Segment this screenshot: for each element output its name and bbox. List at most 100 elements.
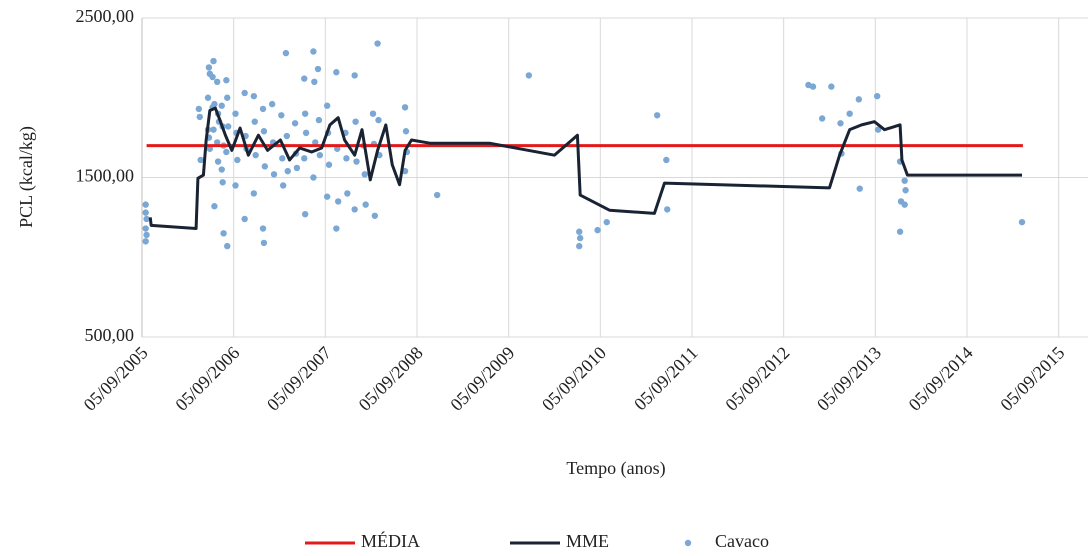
point: [219, 179, 226, 186]
point: [293, 164, 301, 172]
point: [351, 206, 358, 213]
point: [901, 177, 908, 184]
point: [278, 112, 285, 119]
point: [301, 155, 308, 162]
y-tick-label: 500,00: [85, 325, 135, 345]
legend-label: Cavaco: [715, 531, 769, 551]
point: [874, 126, 882, 133]
point: [334, 198, 342, 205]
point: [213, 78, 221, 86]
point: [809, 83, 817, 90]
point: [232, 110, 239, 117]
y-tick-label: 2500,00: [76, 6, 135, 26]
point: [856, 185, 863, 192]
point: [142, 201, 149, 208]
point: [142, 225, 149, 232]
point: [214, 158, 222, 165]
point: [210, 126, 217, 133]
point: [343, 155, 350, 162]
point: [241, 215, 248, 223]
point: [663, 156, 670, 164]
point: [344, 190, 351, 197]
legend-label: MÉDIA: [361, 530, 420, 551]
point: [310, 48, 317, 55]
y-tick-label: 1500,00: [76, 166, 135, 186]
point: [206, 145, 214, 152]
point: [818, 115, 826, 122]
y-axis-title: PCL (kcal/kg): [16, 126, 37, 228]
point: [259, 225, 267, 232]
point: [301, 210, 309, 218]
point: [855, 96, 863, 103]
point: [223, 77, 230, 84]
point: [310, 174, 317, 181]
point: [213, 139, 221, 146]
point: [594, 226, 601, 234]
point: [252, 151, 259, 159]
legend-label: MME: [566, 531, 609, 551]
point: [333, 69, 340, 76]
x-tick-label: 05/09/2015: [996, 343, 1068, 415]
point: [241, 89, 248, 97]
x-tick-label: 05/09/2006: [171, 343, 243, 415]
point: [352, 118, 359, 125]
point: [142, 209, 149, 216]
point: [143, 215, 150, 223]
point: [653, 112, 661, 119]
point: [361, 171, 368, 178]
point: [901, 201, 908, 208]
point: [846, 110, 853, 117]
x-tick-label: 05/09/2012: [721, 343, 793, 415]
point: [353, 158, 360, 165]
point: [284, 167, 291, 175]
point: [362, 201, 369, 208]
point: [312, 139, 319, 146]
point: [260, 128, 268, 135]
point: [261, 163, 269, 170]
point: [301, 110, 309, 117]
point: [351, 72, 358, 79]
point: [316, 151, 324, 159]
point: [371, 212, 379, 219]
point: [837, 120, 844, 127]
point: [282, 49, 290, 57]
point: [218, 166, 225, 173]
point: [902, 187, 909, 194]
point: [314, 65, 322, 73]
point: [375, 116, 382, 124]
grid: 500,00 1500,00 2500,00 05/09/2005 05/09/2006…: [76, 6, 1088, 415]
point: [402, 128, 410, 135]
point: [142, 238, 149, 245]
point: [603, 218, 610, 226]
point: [576, 228, 583, 235]
point: [401, 104, 409, 111]
point: [279, 155, 286, 162]
x-tick-label: 05/09/2008: [355, 343, 427, 415]
x-tick-label: 05/09/2011: [630, 343, 702, 415]
point: [525, 72, 533, 79]
point: [896, 228, 904, 235]
point: [315, 116, 323, 124]
legend: MÉDIA MME Cavaco: [305, 530, 769, 551]
point: [232, 182, 239, 189]
point: [195, 105, 203, 113]
point: [251, 118, 258, 125]
point: [333, 225, 340, 232]
point: [223, 148, 230, 156]
point: [270, 171, 278, 178]
point: [204, 94, 212, 101]
point: [325, 161, 333, 168]
x-axis-title: Tempo (anos): [566, 458, 665, 479]
point: [260, 239, 268, 247]
point: [224, 242, 231, 250]
point: [218, 102, 225, 109]
point: [224, 94, 231, 101]
point: [211, 203, 218, 210]
point: [209, 73, 216, 81]
plot: [142, 40, 1026, 250]
point: [301, 75, 308, 82]
point: [1018, 218, 1026, 226]
point: [143, 231, 150, 239]
